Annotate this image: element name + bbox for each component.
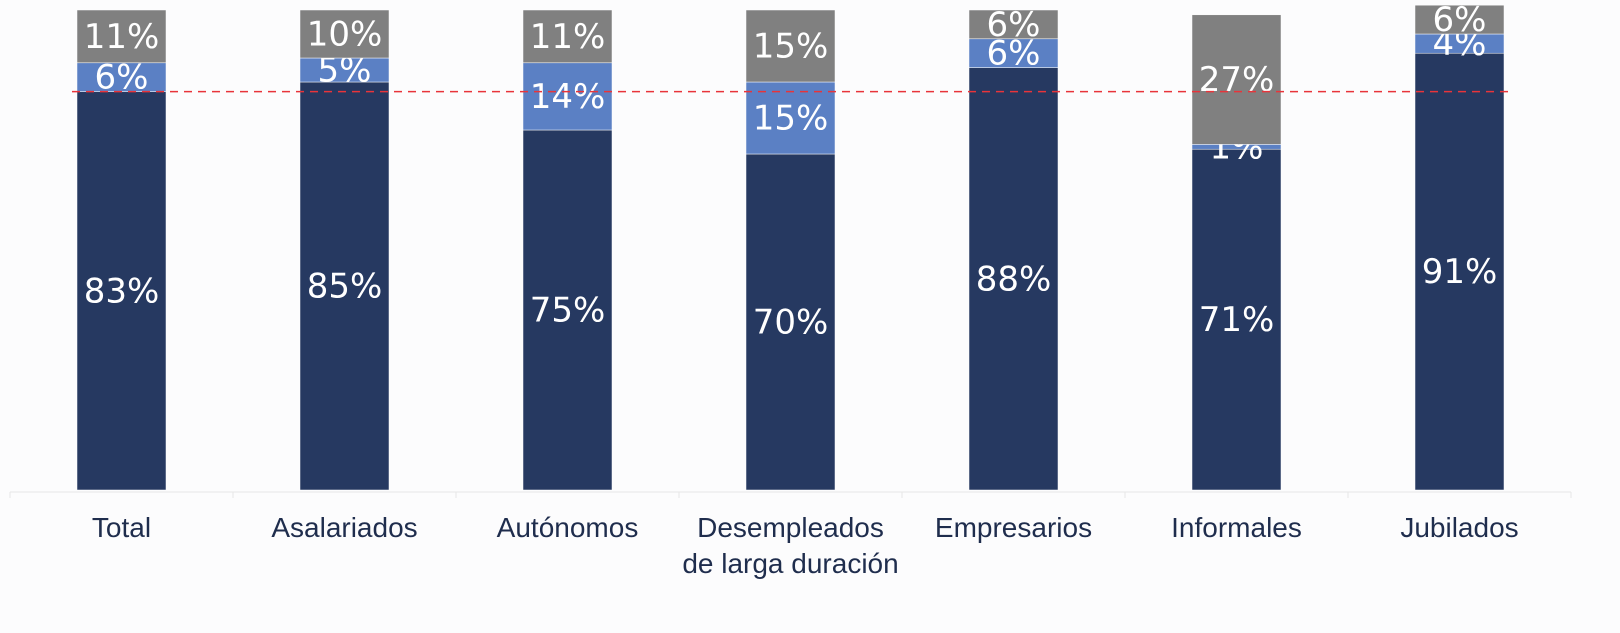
x-tick-label: Asalariados	[271, 512, 418, 543]
data-label: 15%	[753, 99, 829, 139]
bar-segment	[299, 9, 390, 59]
x-tick-label: Jubilados	[1400, 512, 1519, 543]
bar-segment	[968, 67, 1059, 491]
x-tick-label: Autónomos	[496, 512, 639, 543]
data-label: 83%	[84, 271, 160, 311]
bar-segment	[968, 9, 1059, 40]
x-tick-label: Total	[91, 512, 152, 543]
bar-segment	[76, 62, 167, 92]
data-label: 11%	[530, 17, 606, 57]
bar-segment	[522, 62, 613, 131]
bar-segment	[745, 81, 836, 155]
bar-segment	[968, 38, 1059, 68]
bar-segment	[76, 91, 167, 491]
bar-segment	[522, 9, 613, 64]
bar-segment	[299, 57, 390, 83]
data-label: 11%	[84, 17, 160, 57]
bar-segment	[1414, 4, 1505, 35]
bar-segment	[522, 129, 613, 491]
bar-segment	[299, 81, 390, 491]
data-label: 75%	[530, 291, 606, 331]
data-label: 6%	[1433, 0, 1487, 40]
x-tick-label: Informales	[1171, 512, 1302, 543]
data-label: 6%	[987, 34, 1041, 74]
x-tick-label: Desempleados de larga duración	[682, 512, 899, 579]
bar-segment	[745, 153, 836, 491]
data-label: 15%	[753, 27, 829, 67]
data-label: 71%	[1199, 300, 1275, 340]
bar-segment	[1191, 148, 1282, 491]
bar-segment	[76, 9, 167, 64]
data-label: 85%	[307, 267, 383, 307]
data-label: 91%	[1422, 252, 1498, 292]
bar-segment	[745, 9, 836, 83]
data-label: 14%	[530, 77, 606, 117]
data-label: 88%	[976, 259, 1052, 299]
data-label: 10%	[307, 15, 383, 55]
data-label: 27%	[1199, 60, 1275, 100]
data-label: 70%	[753, 303, 829, 343]
bar-segment	[1191, 14, 1282, 145]
data-label: 6%	[987, 5, 1041, 45]
x-tick-label: Empresarios	[934, 512, 1093, 543]
